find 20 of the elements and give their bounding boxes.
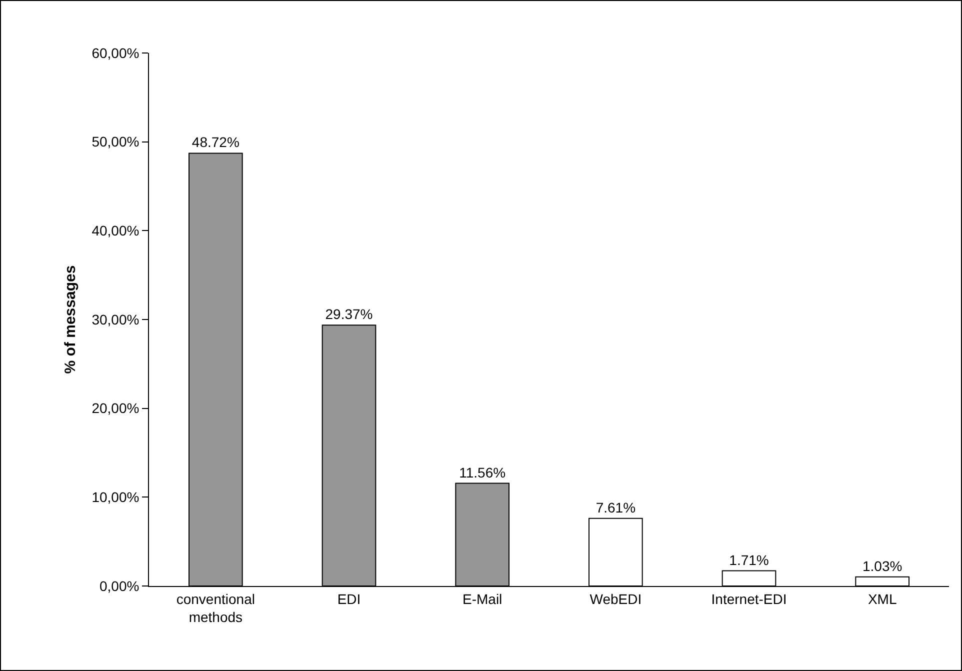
data-label: 48.72% xyxy=(192,134,240,150)
data-label: 1.71% xyxy=(729,552,769,568)
data-label: 29.37% xyxy=(325,306,373,322)
y-tick-label: 0,00% xyxy=(99,578,140,594)
x-tick-label: E-Mail xyxy=(462,590,502,607)
y-tick-label: 40,00% xyxy=(92,222,140,239)
y-tick-label: 30,00% xyxy=(92,311,140,328)
y-tick-label: 20,00% xyxy=(92,400,140,416)
y-tick-label: 50,00% xyxy=(92,134,140,150)
x-tick-label: Internet-EDI xyxy=(711,590,787,607)
y-axis-title: % of messages xyxy=(62,265,79,374)
x-tick-label: WebEDI xyxy=(590,590,642,607)
y-tick-label: 10,00% xyxy=(92,489,140,506)
data-label: 7.61% xyxy=(596,499,636,516)
data-label: 1.03% xyxy=(862,558,902,574)
y-tick-label: 60,00% xyxy=(92,44,140,61)
x-tick-label: EDI xyxy=(337,590,361,607)
x-tick-label: conventional methods xyxy=(176,590,255,625)
x-tick-label: XML xyxy=(868,590,897,607)
data-label: 11.56% xyxy=(459,464,506,480)
